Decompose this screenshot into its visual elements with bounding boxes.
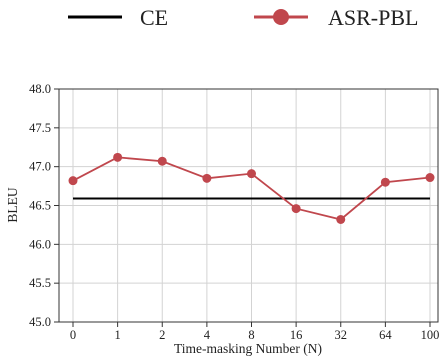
- x-tick-label: 2: [159, 328, 165, 342]
- x-tick-label: 1: [115, 328, 121, 342]
- x-tick-label: 64: [379, 328, 392, 342]
- y-axis: 45.0 45.5 46.0 46.5 47.0 47.5 48.0: [29, 82, 59, 329]
- y-axis-title: BLEU: [5, 187, 20, 222]
- x-tick-label: 0: [70, 328, 76, 342]
- y-tick-label: 46.0: [29, 237, 51, 251]
- x-tick-label: 32: [335, 328, 348, 342]
- series-asr-pbl-point: [202, 173, 212, 183]
- y-tick-label: 48.0: [29, 82, 51, 96]
- x-axis-title: Time-masking Number (N): [174, 341, 322, 356]
- y-tick-label: 45.0: [29, 315, 51, 329]
- legend-ce-label: CE: [140, 5, 168, 30]
- series-asr-pbl-point: [247, 169, 256, 179]
- series-asr-pbl-point: [336, 214, 346, 224]
- series-layer: [68, 152, 435, 224]
- series-asr-pbl-point: [380, 177, 390, 187]
- y-tick-label: 47.0: [29, 160, 51, 174]
- x-tick-label: 16: [290, 328, 303, 342]
- x-tick-label: 4: [204, 328, 211, 342]
- legend: CE ASR-PBL: [68, 5, 418, 30]
- legend-asr-pbl-marker: [273, 9, 289, 25]
- y-tick-label: 45.5: [29, 276, 51, 290]
- series-asr-pbl-point: [291, 204, 301, 214]
- y-tick-label: 47.5: [29, 121, 51, 135]
- grid: [59, 88, 438, 323]
- x-tick-label: 100: [421, 328, 440, 342]
- series-asr-pbl-point: [425, 173, 435, 183]
- legend-asr-pbl-label: ASR-PBL: [328, 5, 418, 30]
- series-asr-pbl-point: [68, 176, 78, 186]
- series-asr-pbl-point: [157, 156, 167, 166]
- x-tick-label: 8: [248, 328, 254, 342]
- series-asr-pbl-point: [113, 152, 123, 162]
- y-tick-label: 46.5: [29, 199, 51, 213]
- x-axis: 0 1 2 4 8 16 32 64 100: [70, 322, 440, 342]
